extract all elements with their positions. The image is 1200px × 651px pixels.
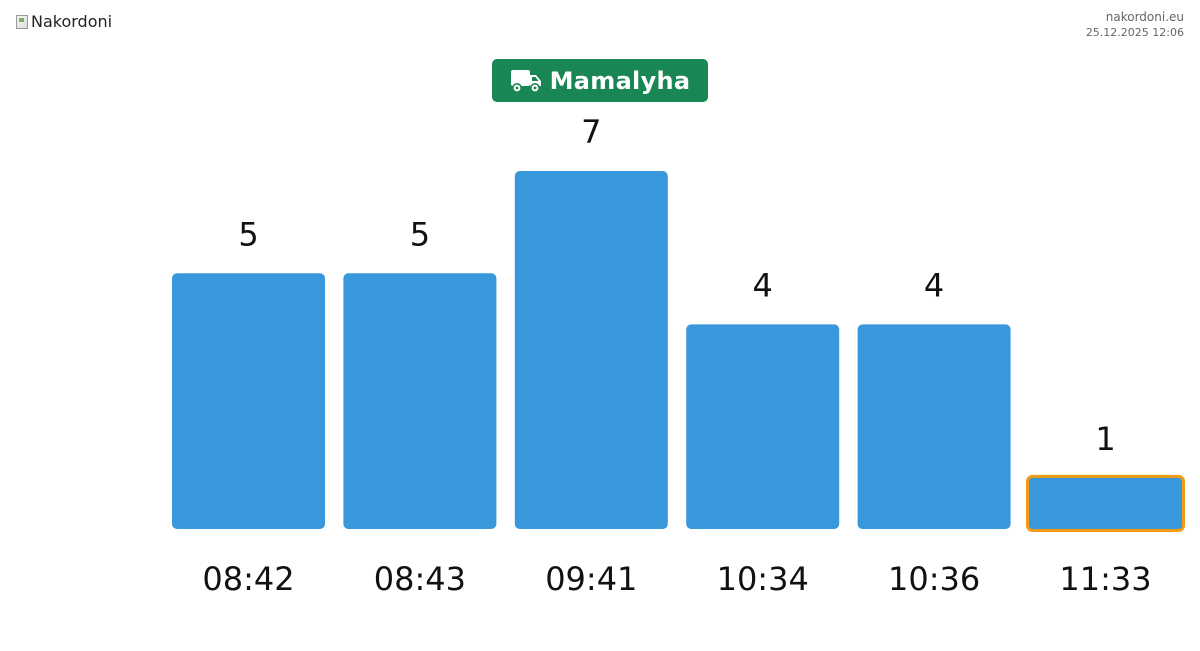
crossing-name: Mamalyha: [549, 66, 691, 95]
bar[interactable]: [172, 273, 325, 529]
bar-value-label: 5: [410, 215, 430, 253]
x-tick-label: 08:42: [202, 560, 294, 598]
bar[interactable]: [343, 273, 497, 529]
truck-icon: [510, 69, 541, 93]
broken-image-icon: [16, 14, 28, 29]
x-tick-label: 10:34: [717, 560, 809, 598]
bar[interactable]: [514, 171, 668, 529]
bar-value-label: 1: [1095, 420, 1115, 458]
bar[interactable]: [1026, 474, 1185, 533]
x-tick-label: 08:43: [374, 560, 466, 598]
header-meta: nakordoni.eu 25.12.2025 12:06: [1086, 10, 1184, 41]
bar-value-label: 4: [924, 266, 944, 304]
logo-alt-text: Nakordoni: [31, 12, 113, 31]
timestamp: 25.12.2025 12:06: [1085, 26, 1184, 39]
bar-value-label: 5: [238, 215, 258, 253]
site-name: nakordoni.eu: [1105, 10, 1184, 24]
x-tick-label: 09:41: [545, 560, 637, 598]
x-tick-label: 10:36: [888, 560, 980, 598]
bar[interactable]: [857, 324, 1011, 529]
logo[interactable]: Nakordoni: [16, 12, 112, 31]
bar-value-label: 4: [753, 266, 773, 304]
crossing-badge: Mamalyha: [492, 59, 708, 102]
bar[interactable]: [686, 324, 840, 529]
x-tick-label: 11:33: [1059, 560, 1151, 598]
bar-value-label: 7: [581, 113, 601, 151]
